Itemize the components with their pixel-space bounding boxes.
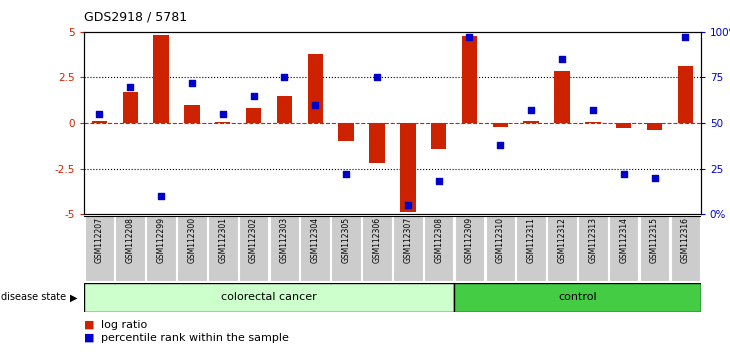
Point — [587, 107, 599, 113]
FancyBboxPatch shape — [146, 216, 176, 281]
Bar — [123, 92, 138, 123]
Point — [649, 175, 661, 181]
Point — [556, 56, 568, 62]
FancyBboxPatch shape — [639, 216, 669, 281]
FancyBboxPatch shape — [331, 216, 361, 281]
Bar — [400, 123, 415, 212]
Bar — [184, 105, 199, 123]
Point — [494, 142, 506, 148]
FancyBboxPatch shape — [671, 216, 700, 281]
Point — [217, 111, 228, 117]
FancyBboxPatch shape — [393, 216, 423, 281]
FancyBboxPatch shape — [115, 216, 145, 281]
Text: GSM112310: GSM112310 — [496, 217, 505, 263]
FancyBboxPatch shape — [455, 216, 484, 281]
Text: percentile rank within the sample: percentile rank within the sample — [101, 333, 289, 343]
Bar — [523, 121, 539, 123]
Point — [186, 80, 198, 86]
Bar — [153, 35, 169, 123]
Bar — [677, 67, 693, 123]
Text: GSM112311: GSM112311 — [526, 217, 536, 263]
FancyBboxPatch shape — [239, 216, 269, 281]
FancyBboxPatch shape — [84, 283, 454, 312]
Bar — [431, 123, 446, 149]
Text: GSM112304: GSM112304 — [311, 217, 320, 263]
Bar — [369, 123, 385, 163]
Bar — [462, 36, 477, 123]
Text: GSM112303: GSM112303 — [280, 217, 289, 263]
Point — [402, 202, 414, 208]
Text: GSM112308: GSM112308 — [434, 217, 443, 263]
Text: GSM112315: GSM112315 — [650, 217, 659, 263]
Bar — [616, 123, 631, 127]
Point — [124, 84, 136, 89]
Bar — [92, 121, 107, 123]
Text: GSM112313: GSM112313 — [588, 217, 597, 263]
Bar — [493, 123, 508, 127]
Text: GSM112207: GSM112207 — [95, 217, 104, 263]
Point — [155, 193, 167, 199]
Point — [433, 178, 445, 184]
Text: ■: ■ — [84, 333, 94, 343]
Point — [464, 34, 475, 40]
Text: GSM112306: GSM112306 — [372, 217, 382, 263]
Text: GSM112302: GSM112302 — [249, 217, 258, 263]
Point — [247, 93, 259, 98]
FancyBboxPatch shape — [208, 216, 237, 281]
Point — [371, 75, 383, 80]
Text: GSM112309: GSM112309 — [465, 217, 474, 263]
Point — [618, 171, 629, 177]
Point — [680, 34, 691, 40]
FancyBboxPatch shape — [85, 216, 114, 281]
Bar — [647, 123, 662, 130]
FancyBboxPatch shape — [424, 216, 453, 281]
FancyBboxPatch shape — [485, 216, 515, 281]
Bar — [554, 71, 569, 123]
Point — [310, 102, 321, 108]
Point — [93, 111, 105, 117]
Bar — [277, 96, 292, 123]
Bar — [307, 54, 323, 123]
Text: GSM112312: GSM112312 — [558, 217, 566, 263]
FancyBboxPatch shape — [609, 216, 639, 281]
Text: GDS2918 / 5781: GDS2918 / 5781 — [84, 11, 187, 24]
Text: colorectal cancer: colorectal cancer — [221, 292, 317, 302]
Text: ▶: ▶ — [70, 292, 77, 302]
Text: disease state: disease state — [1, 292, 66, 302]
Bar — [246, 108, 261, 123]
FancyBboxPatch shape — [362, 216, 392, 281]
Text: GSM112307: GSM112307 — [403, 217, 412, 263]
Text: ■: ■ — [84, 320, 94, 330]
FancyBboxPatch shape — [578, 216, 607, 281]
FancyBboxPatch shape — [454, 283, 701, 312]
Point — [279, 75, 291, 80]
Text: log ratio: log ratio — [101, 320, 147, 330]
FancyBboxPatch shape — [301, 216, 330, 281]
Text: GSM112314: GSM112314 — [619, 217, 629, 263]
Bar — [585, 122, 601, 123]
Bar — [215, 122, 231, 123]
Bar — [339, 123, 354, 141]
FancyBboxPatch shape — [516, 216, 546, 281]
FancyBboxPatch shape — [548, 216, 577, 281]
Text: GSM112316: GSM112316 — [681, 217, 690, 263]
FancyBboxPatch shape — [177, 216, 207, 281]
Text: GSM112301: GSM112301 — [218, 217, 227, 263]
Text: GSM112300: GSM112300 — [188, 217, 196, 263]
Text: GSM112299: GSM112299 — [156, 217, 166, 263]
Text: GSM112208: GSM112208 — [126, 217, 135, 263]
Point — [526, 107, 537, 113]
Text: control: control — [558, 292, 596, 302]
FancyBboxPatch shape — [269, 216, 299, 281]
Point — [340, 171, 352, 177]
Text: GSM112305: GSM112305 — [342, 217, 350, 263]
